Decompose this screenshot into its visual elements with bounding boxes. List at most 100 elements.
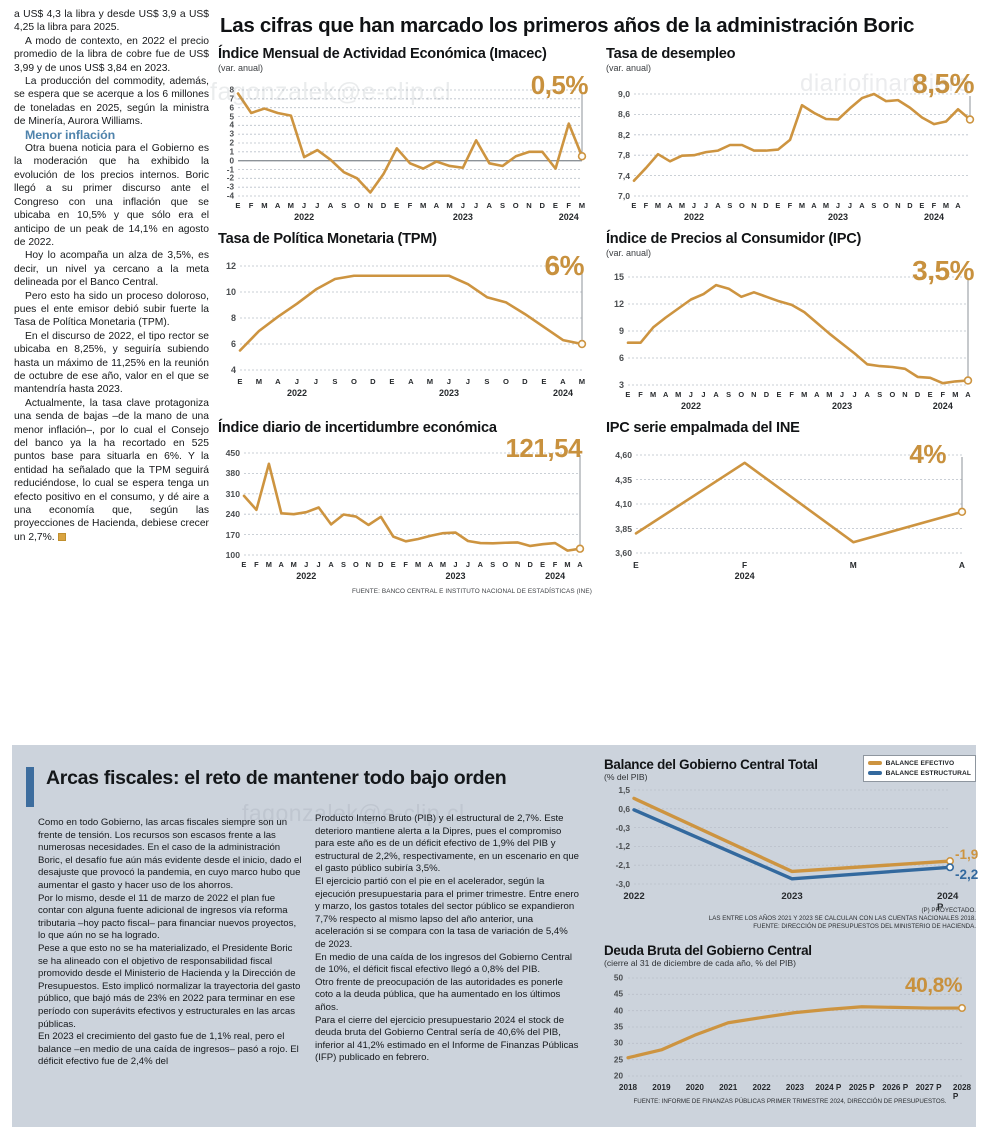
x-axis-tick-label: A: [667, 201, 673, 210]
x-axis-tick-label: J: [294, 377, 300, 386]
x-axis-tick-label: J: [453, 560, 458, 569]
x-axis-tick-label: D: [522, 377, 528, 386]
chart-desempleo: Tasa de desempleo (var. anual) 9,0 8,6 8,2 7,…: [606, 46, 980, 227]
x-axis-tick-label: A: [814, 390, 820, 399]
x-axis-tick-label: E: [633, 560, 639, 570]
x-axis-tick-label: J: [688, 390, 694, 399]
chart-subtitle: (% del PIB): [604, 772, 648, 782]
legend-item: BALANCE EFECTIVO: [867, 758, 971, 768]
x-axis-tick-label: J: [313, 377, 319, 386]
x-axis-tick-label: O: [502, 377, 510, 386]
last-value-marker: [575, 544, 585, 553]
x-axis-tick-label: D: [380, 201, 387, 210]
x-axis-tick-label: M: [446, 201, 453, 210]
x-axis-tick-label: M: [578, 201, 586, 210]
series-end-label: -1,9: [955, 847, 979, 863]
bottom-paragraph: Para el cierre del ejercicio presupuesta…: [315, 1014, 579, 1064]
x-axis-tick-label: D: [378, 560, 384, 569]
chart-callout-value: 4%: [909, 439, 946, 469]
x-axis-tick-label: A: [278, 560, 285, 569]
x-axis-tick-label: S: [332, 377, 338, 386]
y-axis-tick-label: 4: [229, 120, 234, 130]
x-axis-category-label: 2024 P: [937, 891, 959, 913]
x-axis-tick-label: F: [254, 560, 259, 569]
y-axis-tick-label: 380: [225, 468, 240, 479]
end-of-article-icon: [57, 532, 66, 541]
y-axis-tick-label: 8: [230, 313, 236, 323]
x-axis-tick-label: J: [465, 377, 471, 386]
chart-title: Índice de Precios al Consumidor (IPC): [606, 231, 862, 247]
article-paragraph-text: Actualmente, la tasa clave protagoniza u…: [14, 397, 209, 543]
y-axis-tick-label: 2: [229, 138, 234, 148]
x-axis-tick-label: M: [426, 377, 434, 386]
x-axis-tick-label: F: [789, 390, 795, 399]
x-axis: E F M A M J J A S O N D E F M A M J J A S O N D E F M 2022 2023 2024: [218, 201, 592, 227]
x-axis-tick-label: S: [484, 377, 490, 386]
x-axis-tick-label: O: [353, 560, 359, 569]
x-axis-tick-label: M: [261, 201, 268, 210]
y-axis-tick-label: -2: [226, 173, 234, 183]
x-axis-tick-label: A: [662, 390, 669, 399]
chart-subtitle: (var. anual): [606, 63, 652, 73]
chart-balance: Balance del Gobierno Central Total (% del…: [604, 755, 979, 931]
y-axis-tick-label: 15: [613, 272, 624, 282]
chart-ipc-empalmada: IPC serie empalmada del INE 4,60 4,35 4,10 3…: [606, 420, 980, 595]
plot-area: 12 10 8 6 4 6%: [218, 248, 592, 376]
series-line-incertidumbre: [242, 462, 582, 552]
chart-title: Índice diario de incertidumbre económica: [218, 420, 497, 436]
x-axis-tick-label: E: [631, 201, 637, 210]
x-axis: E M A J J S O D E A M J J S O D E A M 2022 2023 2024: [218, 377, 592, 403]
series-line-deuda: [626, 1005, 964, 1060]
plot-area: 4,60 4,35 4,10 3,85 3,60 4%: [606, 437, 980, 559]
x-axis-category-label: 2023: [785, 1083, 805, 1092]
x-axis-tick-label: J: [316, 560, 321, 569]
x-axis-tick-label: F: [638, 390, 643, 399]
legend-swatch: [867, 771, 882, 775]
x-axis-tick-label: F: [787, 201, 793, 210]
x-axis-category-label: 2018: [618, 1083, 638, 1092]
x-axis-tick-label: F: [643, 201, 649, 210]
chart-source: FUENTE: DIRECCIÓN DE PRESUPUESTOS DEL MI…: [753, 923, 976, 930]
bottom-paragraph: Por lo mismo, desde el 11 de marzo de 20…: [38, 892, 297, 942]
x-axis-tick-label: F: [940, 390, 946, 399]
x-axis-tick-label: A: [328, 560, 334, 569]
y-axis-tick-label: 4: [230, 365, 236, 375]
article-subheading: Menor inflación: [25, 127, 116, 142]
chart-subtitle: (var. anual): [606, 248, 652, 258]
series-line-imacec: [236, 92, 584, 194]
chart-source: FUENTE: BANCO CENTRAL E INSTITUTO NACION…: [351, 588, 592, 595]
x-axis-tick-label: O: [883, 201, 889, 210]
series-end-label: -2,2: [955, 867, 979, 883]
article-paragraph: Otra buena noticia para el Gobierno es l…: [14, 143, 209, 248]
x-axis-tick-label: A: [713, 390, 719, 399]
chart-title: IPC serie empalmada del INE: [606, 420, 800, 436]
x-axis-tick-label: M: [942, 201, 950, 210]
x-axis-tick-label: A: [327, 201, 334, 210]
x-axis-tick-label: N: [365, 560, 372, 569]
chart-row: Índice diario de incertidumbre económica…: [218, 416, 980, 595]
x-axis-category-label: 2019: [652, 1083, 671, 1092]
y-axis-tick-label: 0,6: [618, 803, 630, 814]
x-axis-tick-label: S: [490, 560, 496, 569]
x-axis-category-label: 2021: [719, 1083, 738, 1092]
x-axis-tick-label: D: [539, 201, 546, 210]
y-axis-tick-label: 3,85: [615, 523, 632, 534]
y-axis-tick-label: 1: [229, 147, 234, 157]
x-axis: 2022 2023 2024 P: [604, 891, 976, 913]
y-axis-tick-label: 170: [225, 529, 240, 540]
x-axis-tick-label: A: [859, 201, 865, 210]
x-axis-tick-label: M: [265, 560, 273, 569]
y-axis-tick-label: 40: [613, 1006, 623, 1016]
x-axis-tick-label: M: [801, 390, 808, 399]
x-axis-tick-label: E: [775, 201, 781, 210]
chart-row: Índice Mensual de Actividad Económica (I…: [218, 46, 980, 227]
x-axis-tick-label: J: [315, 201, 320, 210]
y-axis-tick-label: -3: [226, 182, 234, 192]
x-axis-tick-label: N: [902, 390, 908, 399]
chart-plot-ipc: [626, 276, 973, 386]
x-axis-category-label: 2027 P: [915, 1083, 942, 1092]
x-axis-tick-label: E: [394, 201, 400, 210]
x-axis-tick-label: O: [512, 201, 519, 210]
x-axis-tick-label: E: [235, 201, 241, 210]
